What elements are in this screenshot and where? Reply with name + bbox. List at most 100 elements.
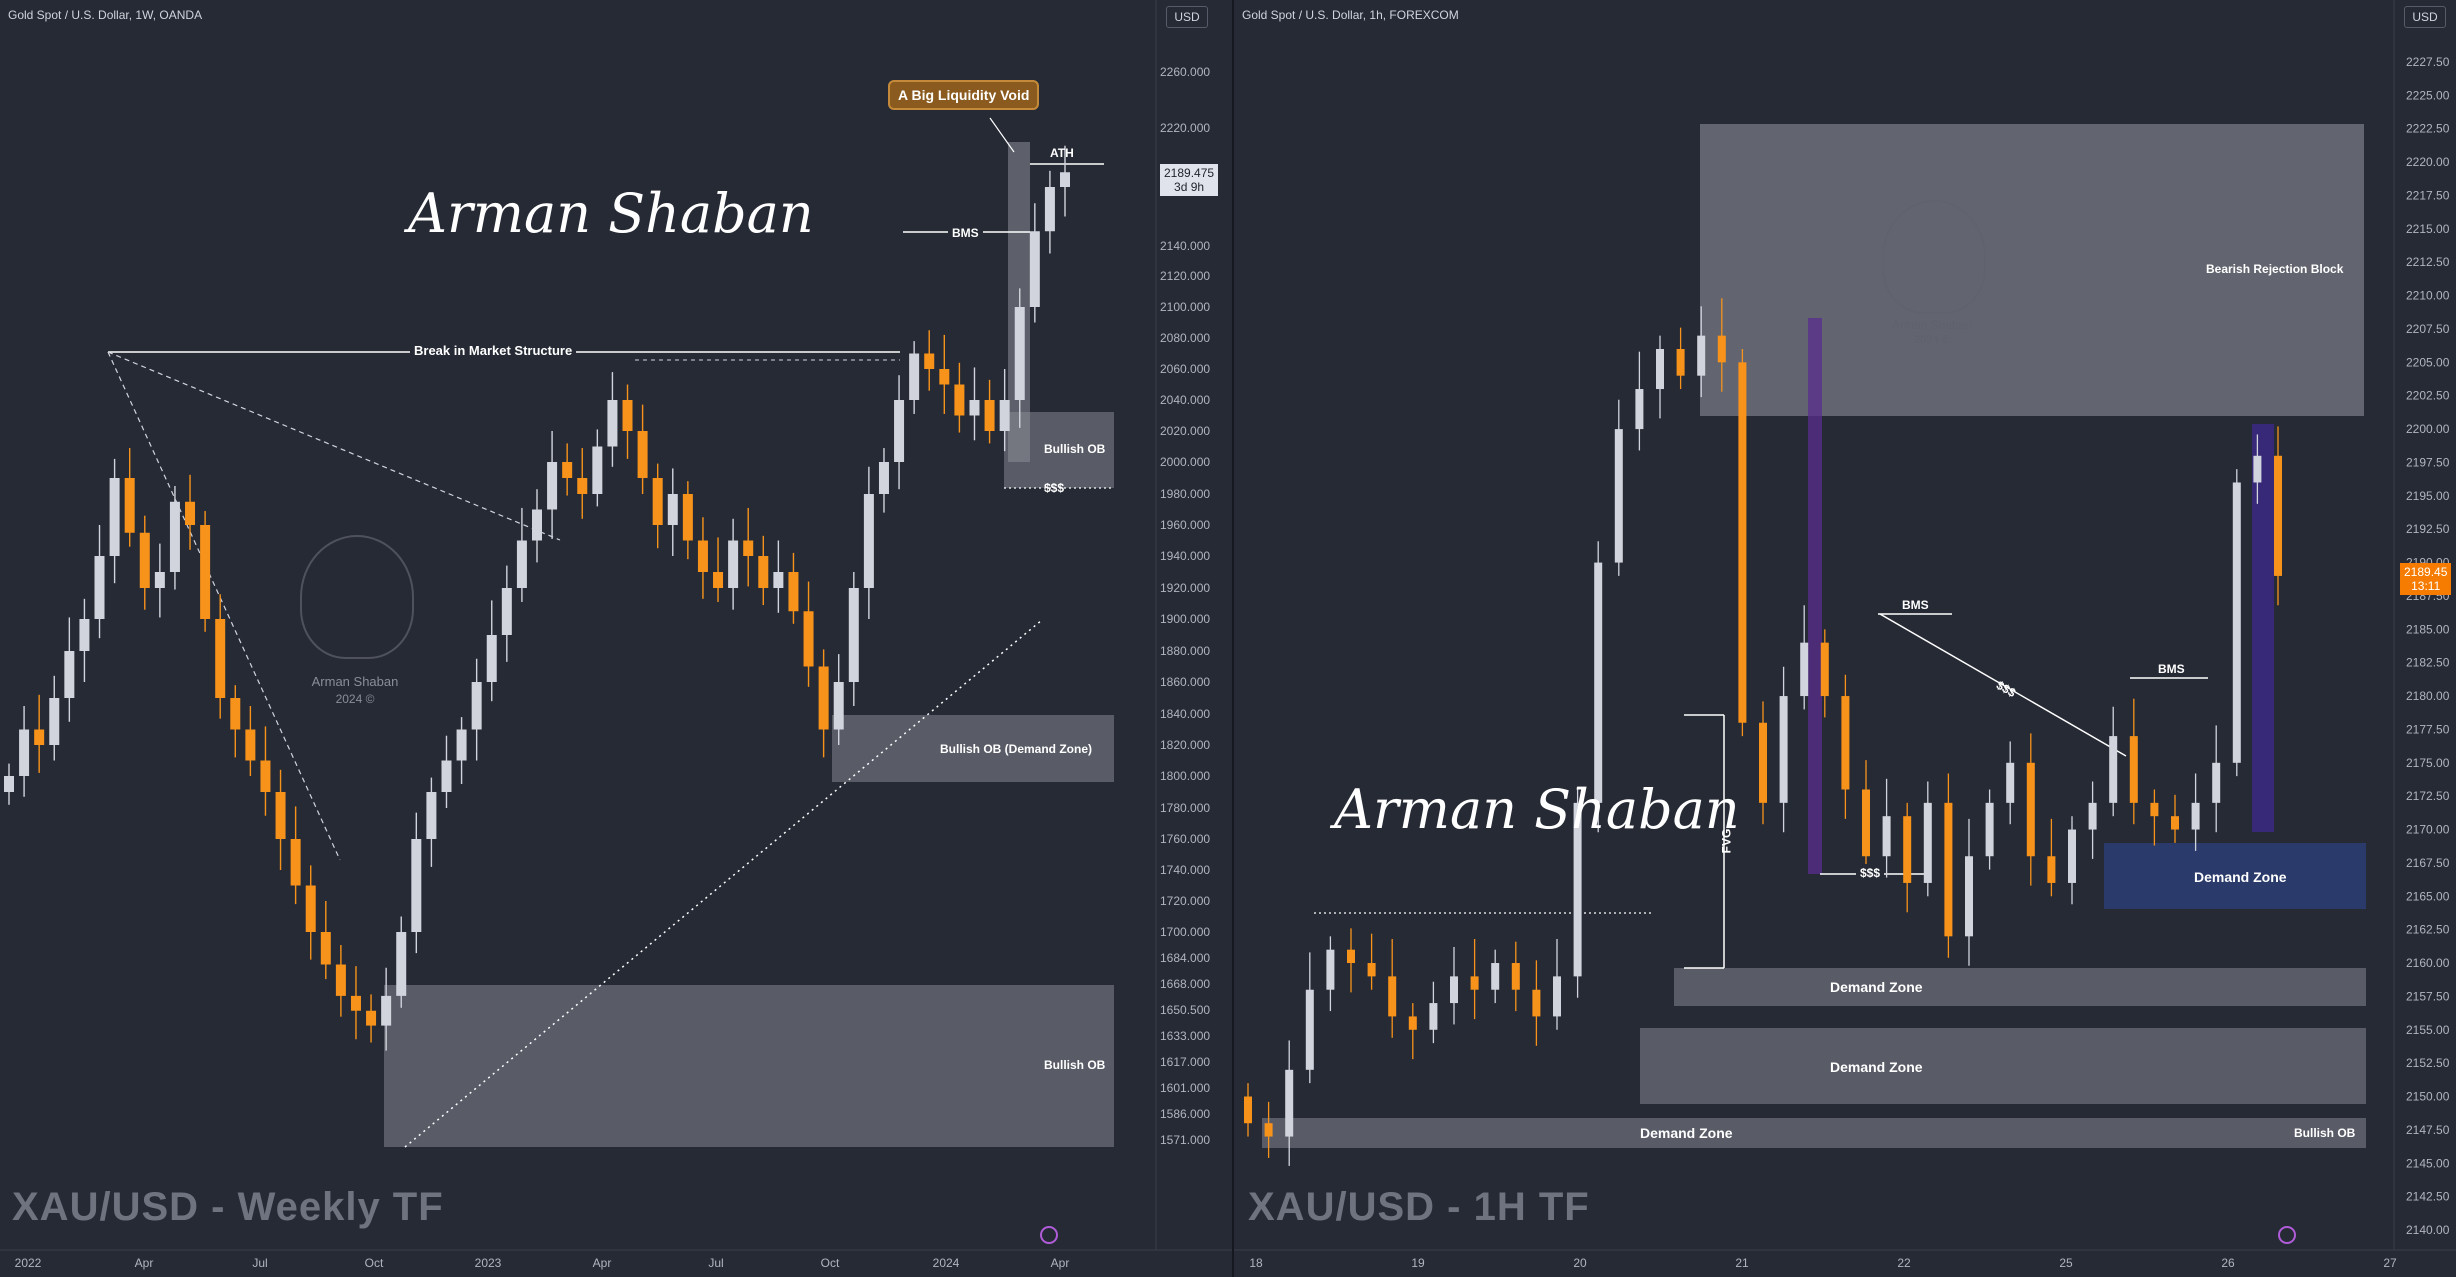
price-tick-label: 2175.00 bbox=[2406, 756, 2450, 770]
candle-body bbox=[426, 792, 437, 839]
bearish-block-label: Bearish Rejection Block bbox=[2206, 262, 2344, 276]
candle-body bbox=[1717, 335, 1726, 363]
candle-body bbox=[1697, 335, 1706, 376]
price-tick-label: 1880.000 bbox=[1160, 644, 1210, 658]
candle-body bbox=[1635, 389, 1644, 430]
bms-2-label: BMS bbox=[2158, 662, 2185, 676]
price-tick-label: 1860.000 bbox=[1160, 675, 1210, 689]
candle-body bbox=[697, 540, 708, 572]
candle-body bbox=[2068, 829, 2076, 883]
liquidity-trend-line bbox=[1879, 613, 2127, 757]
candle-body bbox=[1244, 1096, 1252, 1124]
price-tick-label: 2140.000 bbox=[1160, 239, 1210, 253]
candle-body bbox=[64, 651, 75, 698]
price-tick-label: 2120.000 bbox=[1160, 269, 1210, 283]
price-tick-label: 1980.000 bbox=[1160, 487, 1210, 501]
candle-body bbox=[2253, 455, 2262, 483]
brain-logo-icon bbox=[300, 535, 414, 659]
candle-body bbox=[2129, 736, 2138, 803]
candle-body bbox=[260, 760, 271, 792]
currency-label[interactable]: USD bbox=[1166, 6, 1208, 28]
candle-body bbox=[1862, 789, 1870, 857]
price-tick-label: 2185.00 bbox=[2406, 622, 2450, 636]
candle-body bbox=[34, 729, 45, 745]
demand-zone-1-label: Demand Zone bbox=[1830, 979, 1923, 995]
symbol-title: Gold Spot / U.S. Dollar, 1W, OANDA bbox=[8, 8, 203, 22]
price-tick-label: 2150.00 bbox=[2406, 1090, 2450, 1104]
candle-body bbox=[441, 760, 452, 792]
price-tick-label: 1940.000 bbox=[1160, 549, 1210, 563]
price-tick-label: 2142.50 bbox=[2406, 1190, 2450, 1204]
price-tick-label: 1820.000 bbox=[1160, 738, 1210, 752]
candle-body bbox=[1450, 976, 1458, 1004]
candle-body bbox=[169, 501, 180, 572]
weekly-chart-panel[interactable]: Gold Spot / U.S. Dollar, 1W, OANDA 2260.… bbox=[0, 0, 1232, 1277]
price-tick-label: 2222.50 bbox=[2406, 122, 2450, 136]
candle-body bbox=[803, 611, 814, 667]
candle-body bbox=[1305, 989, 1314, 1070]
candle-body bbox=[863, 494, 874, 588]
hourly-price-axis: 2227.50 2225.00 2222.50 2220.00 2217.50 2215.… bbox=[2393, 0, 2450, 1250]
price-tick-label: 2170.00 bbox=[2406, 823, 2450, 837]
price-tick-label: 1920.000 bbox=[1160, 581, 1210, 595]
time-tick-label: Apr bbox=[593, 1256, 612, 1270]
demand-zone-blue-label: Demand Zone bbox=[2194, 869, 2287, 885]
candle-body bbox=[1264, 1123, 1273, 1137]
candle-body bbox=[743, 540, 754, 556]
price-tick-label: 1586.000 bbox=[1160, 1107, 1210, 1121]
candle-body bbox=[486, 635, 497, 682]
signature-watermark: Arman Shaban bbox=[1334, 778, 1740, 841]
candle-body bbox=[2026, 762, 2035, 857]
candle-body bbox=[305, 885, 316, 932]
hourly-time-axis: 18 19 20 21 22 25 26 27 bbox=[1234, 1249, 2456, 1270]
symbol-title: Gold Spot / U.S. Dollar, 1h, FOREXCOM bbox=[1242, 8, 1459, 22]
candle-body bbox=[1511, 963, 1520, 990]
candle-body bbox=[894, 400, 905, 462]
price-tick-label: 2227.50 bbox=[2406, 55, 2450, 69]
candle-body bbox=[1388, 976, 1397, 1017]
replay-icon[interactable] bbox=[2278, 1226, 2296, 1244]
hourly-chart-canvas[interactable]: 2227.50 2225.00 2222.50 2220.00 2217.50 2215.… bbox=[1234, 0, 2456, 1277]
candle-body bbox=[1470, 976, 1479, 990]
bullish-ob-bottom-label: Bullish OB bbox=[1044, 1058, 1106, 1072]
candle-body bbox=[1614, 429, 1623, 563]
hourly-chart-panel[interactable]: Gold Spot / U.S. Dollar, 1h, FOREXCOM 22… bbox=[1232, 0, 2456, 1277]
price-tick-label: 2040.000 bbox=[1160, 393, 1210, 407]
candle-body bbox=[788, 572, 799, 612]
current-price: 2189.45 bbox=[2404, 565, 2448, 579]
liquidity-label: $$$ bbox=[1044, 481, 1065, 495]
candle-body bbox=[1882, 816, 1891, 857]
candle-body bbox=[1738, 362, 1747, 723]
liquidity-void-zone bbox=[1008, 142, 1030, 462]
candle-body bbox=[1326, 949, 1335, 990]
price-tick-label: 2205.00 bbox=[2406, 355, 2450, 369]
candle-body bbox=[1367, 963, 1376, 977]
candle-body bbox=[320, 932, 331, 965]
price-tick-label: 2207.50 bbox=[2406, 322, 2450, 336]
candle-body bbox=[154, 572, 165, 588]
price-tick-label: 2140.00 bbox=[2406, 1223, 2450, 1237]
candle-body bbox=[2212, 762, 2221, 803]
candle-body bbox=[924, 353, 935, 369]
price-tick-label: 2220.00 bbox=[2406, 155, 2450, 169]
candle-body bbox=[275, 792, 286, 839]
demand-zone-2-label: Demand Zone bbox=[1830, 1059, 1923, 1075]
weekly-chart-canvas[interactable]: 2260.000 2220.000 2140.000 2120.000 2100.000… bbox=[0, 0, 1232, 1277]
price-tick-label: 2210.00 bbox=[2406, 289, 2450, 303]
candle-body bbox=[1923, 802, 1932, 883]
currency-label[interactable]: USD bbox=[2404, 6, 2446, 28]
liquidity-2-label: $$$ bbox=[1856, 864, 1885, 882]
price-tick-label: 2260.000 bbox=[1160, 65, 1210, 79]
time-tick-label: 2022 bbox=[15, 1256, 42, 1270]
demand-zone-3 bbox=[1262, 1118, 2366, 1148]
price-tick-label: 2100.000 bbox=[1160, 300, 1210, 314]
candle-body bbox=[1841, 696, 1850, 790]
candle-body bbox=[1594, 562, 1603, 803]
candle-body bbox=[878, 462, 889, 494]
replay-icon[interactable] bbox=[1040, 1226, 1058, 1244]
candle-body bbox=[124, 478, 135, 533]
candle-body bbox=[1408, 1016, 1417, 1030]
candle-body bbox=[230, 698, 241, 730]
candle-body bbox=[290, 839, 301, 886]
price-tick-label: 1800.000 bbox=[1160, 769, 1210, 783]
